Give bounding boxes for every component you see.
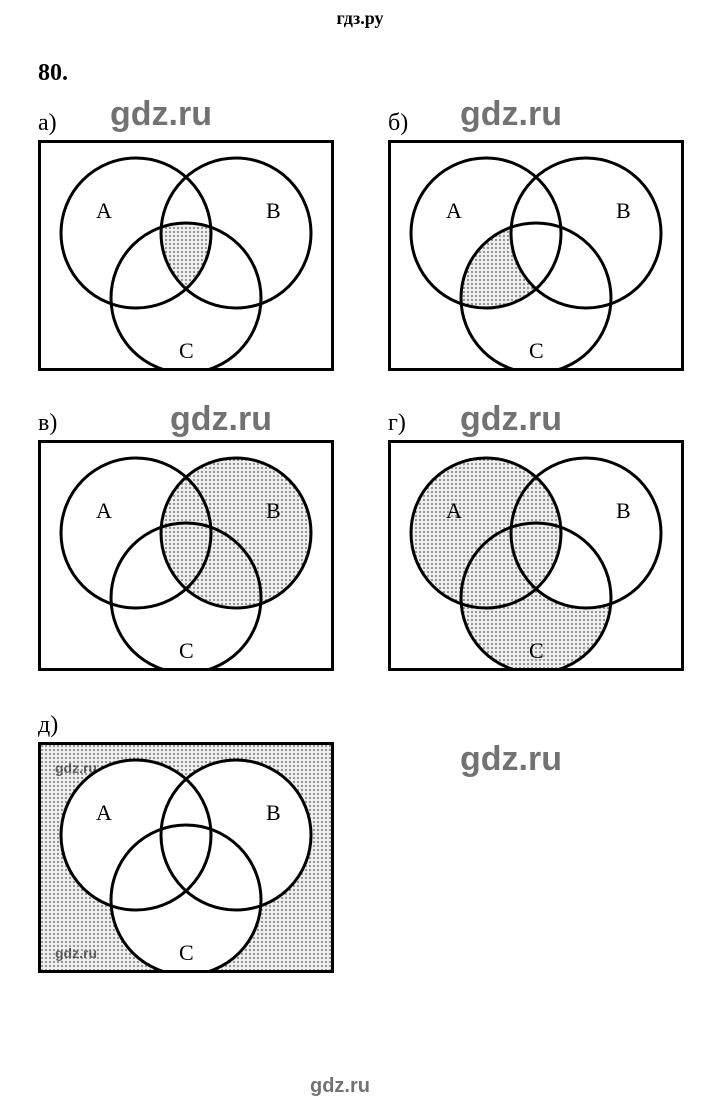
site-header: гдз.ру [0, 0, 720, 29]
label-A: A [96, 198, 112, 223]
label-C: C [179, 338, 194, 363]
label-C: C [529, 638, 544, 663]
label-A: A [446, 198, 462, 223]
watermark: gdz.ru [110, 95, 212, 134]
venn-a: A B C [38, 140, 334, 371]
label-B: B [266, 198, 281, 223]
label-B: B [266, 800, 281, 825]
watermark: gdz.ru [460, 95, 562, 134]
exercise-number: 80. [38, 60, 68, 87]
watermark: gdz.ru [310, 1075, 370, 1098]
page: гдз.ру 80. а) [0, 0, 720, 1106]
venn-d: A B C [38, 742, 334, 973]
label-B: B [266, 498, 281, 523]
part-label-v: в) [38, 410, 57, 437]
watermark: gdz.ru [460, 740, 562, 779]
label-A: A [96, 800, 112, 825]
label-C: C [529, 338, 544, 363]
part-label-d: д) [38, 712, 58, 739]
label-A: A [446, 498, 462, 523]
part-label-b: б) [388, 110, 408, 137]
label-C: C [179, 638, 194, 663]
part-label-a: а) [38, 110, 57, 137]
watermark: gdz.ru [460, 400, 562, 439]
label-A: A [96, 498, 112, 523]
label-C: C [179, 940, 194, 965]
label-B: B [616, 498, 631, 523]
venn-g: A B C [388, 440, 684, 671]
label-B: B [616, 198, 631, 223]
venn-b: A B C [388, 140, 684, 371]
watermark: gdz.ru [170, 400, 272, 439]
venn-v: A B C [38, 440, 334, 671]
part-label-g: г) [388, 410, 406, 437]
